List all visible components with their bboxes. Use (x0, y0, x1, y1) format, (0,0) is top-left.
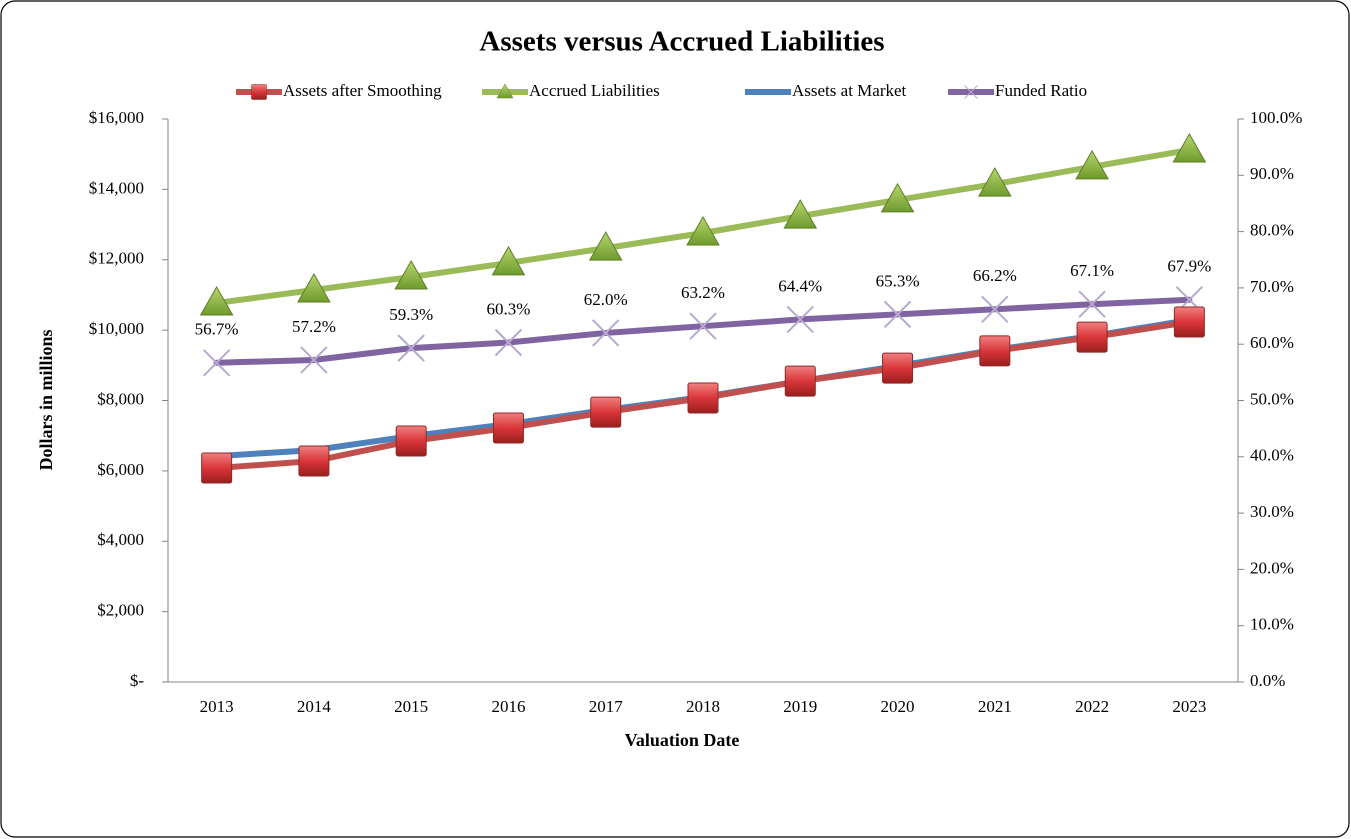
y2-tick-label: 80.0% (1250, 221, 1294, 240)
marker-x (202, 349, 231, 377)
data-label: 64.4% (778, 276, 822, 295)
marker-triangle (394, 259, 429, 290)
x-tick-label: 2017 (589, 697, 624, 716)
data-label: 57.2% (292, 317, 336, 336)
y2-tick-label: 70.0% (1250, 277, 1294, 296)
y2-tick-label: 40.0% (1250, 446, 1294, 465)
data-label: 65.3% (876, 271, 920, 290)
y2-tick-label: 10.0% (1250, 615, 1294, 634)
marker-x (592, 319, 620, 347)
legend-marker (964, 85, 978, 99)
y2-tick-label: 20.0% (1250, 558, 1294, 577)
marker-triangle (297, 273, 331, 303)
y2-tick-label: 60.0% (1250, 333, 1294, 352)
marker-triangle (686, 216, 720, 246)
y2-tick-label: 50.0% (1250, 389, 1294, 408)
marker-x (397, 334, 425, 362)
marker-square (1076, 321, 1108, 353)
y-tick-label: $4,000 (97, 530, 144, 549)
x-tick-label: 2013 (200, 697, 234, 716)
marker-triangle (783, 199, 818, 229)
y2-tick-label: 90.0% (1250, 164, 1294, 183)
marker-square (687, 382, 719, 414)
marker-square (784, 365, 816, 397)
data-label: 66.2% (973, 266, 1017, 285)
x-tick-label: 2020 (881, 697, 915, 716)
y-tick-label: $8,000 (97, 389, 144, 408)
legend-label: Assets after Smoothing (283, 81, 442, 100)
y-tick-label: $14,000 (89, 178, 144, 197)
y-tick-label: $16,000 (89, 108, 144, 127)
marker-square (298, 445, 330, 477)
marker-x (1078, 290, 1106, 318)
x-axis-title: Valuation Date (625, 730, 740, 750)
marker-square (979, 335, 1011, 367)
y-axis-title: Dollars in millions (36, 329, 56, 470)
marker-square (492, 412, 524, 444)
y-tick-label: $- (130, 671, 145, 690)
x-tick-label: 2019 (783, 697, 817, 716)
marker-triangle (491, 245, 526, 276)
marker-square (1173, 306, 1205, 338)
x-tick-label: 2016 (491, 697, 525, 716)
y-tick-label: $2,000 (97, 601, 144, 620)
x-tick-label: 2021 (978, 697, 1012, 716)
data-label: 67.9% (1167, 257, 1211, 276)
data-label: 59.3% (389, 305, 433, 324)
legend-label: Assets at Market (792, 81, 907, 100)
y2-tick-label: 100.0% (1250, 108, 1302, 127)
marker-triangle (199, 286, 234, 316)
data-label: 60.3% (486, 299, 530, 318)
marker-x (494, 328, 523, 357)
marker-triangle (977, 167, 1012, 197)
marker-x (883, 300, 912, 329)
marker-triangle (1172, 132, 1207, 163)
marker-triangle (588, 231, 623, 261)
legend-label: Accrued Liabilities (529, 81, 660, 100)
chart-title: Assets versus Accrued Liabilities (479, 26, 884, 58)
data-label: 67.1% (1070, 261, 1114, 280)
y-tick-label: $10,000 (89, 319, 144, 338)
marker-x (689, 312, 717, 340)
y2-tick-label: 0.0% (1250, 671, 1285, 690)
legend-marker (496, 83, 514, 99)
marker-square (201, 452, 233, 484)
x-tick-label: 2015 (394, 697, 428, 716)
data-label: 56.7% (195, 320, 239, 339)
marker-x (786, 305, 814, 334)
marker-x (300, 346, 328, 374)
x-tick-label: 2014 (297, 697, 332, 716)
y2-tick-label: 30.0% (1250, 502, 1294, 521)
legend-marker (251, 84, 267, 100)
x-tick-label: 2022 (1075, 697, 1109, 716)
marker-triangle (880, 182, 915, 213)
data-label: 62.0% (584, 290, 628, 309)
marker-square (882, 352, 914, 384)
data-label: 63.2% (681, 283, 725, 302)
marker-square (395, 425, 427, 457)
marker-x (981, 295, 1009, 324)
x-tick-label: 2018 (686, 697, 720, 716)
marker-square (590, 396, 622, 428)
x-tick-label: 2023 (1172, 697, 1206, 716)
y-tick-label: $12,000 (89, 249, 144, 268)
legend-label: Funded Ratio (995, 81, 1087, 100)
y-tick-label: $6,000 (97, 460, 144, 479)
marker-triangle (1075, 149, 1109, 180)
